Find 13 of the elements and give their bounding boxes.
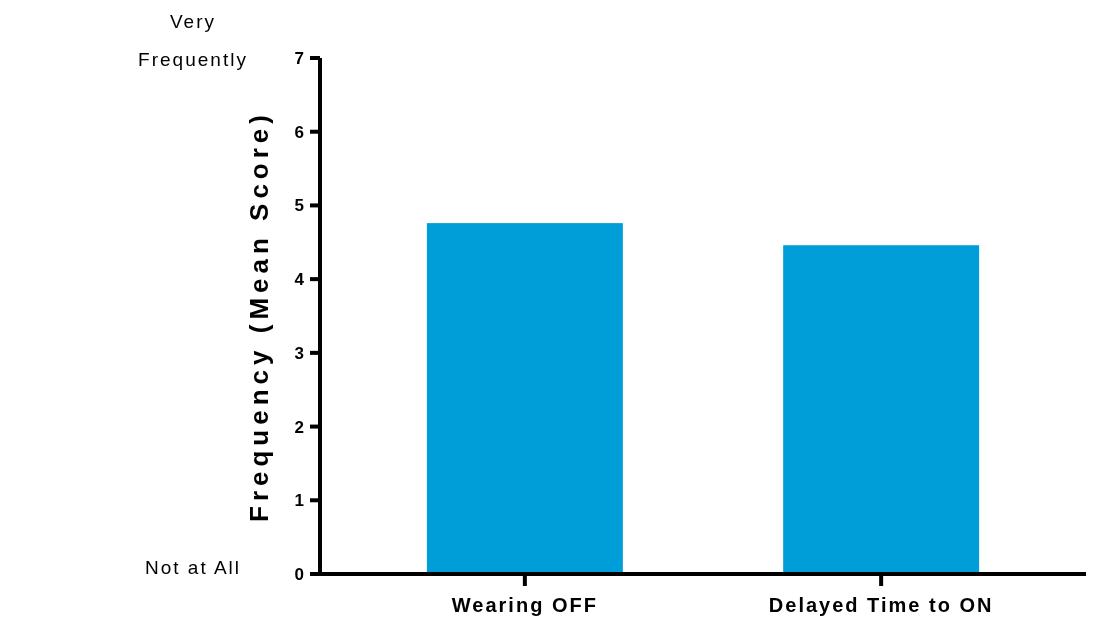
x-tick-label: Delayed Time to ON	[768, 594, 994, 616]
y-tick-label: 1	[294, 491, 304, 511]
y-tick-label: 0	[294, 564, 304, 584]
y-axis-title: Frequency (Mean Score)	[244, 110, 274, 522]
text: Not at All	[144, 557, 242, 578]
y-tick-label: 5	[294, 196, 304, 216]
y-tick-label: 3	[294, 343, 304, 363]
x-tick-label: Wearing OFF	[451, 594, 598, 616]
y-tick-label: 6	[294, 122, 304, 142]
y-tick-label: 2	[294, 417, 304, 437]
text: Very Frequently	[138, 11, 248, 70]
y-tick-label: 4	[294, 270, 305, 290]
y-tick-label: 7	[294, 48, 304, 68]
